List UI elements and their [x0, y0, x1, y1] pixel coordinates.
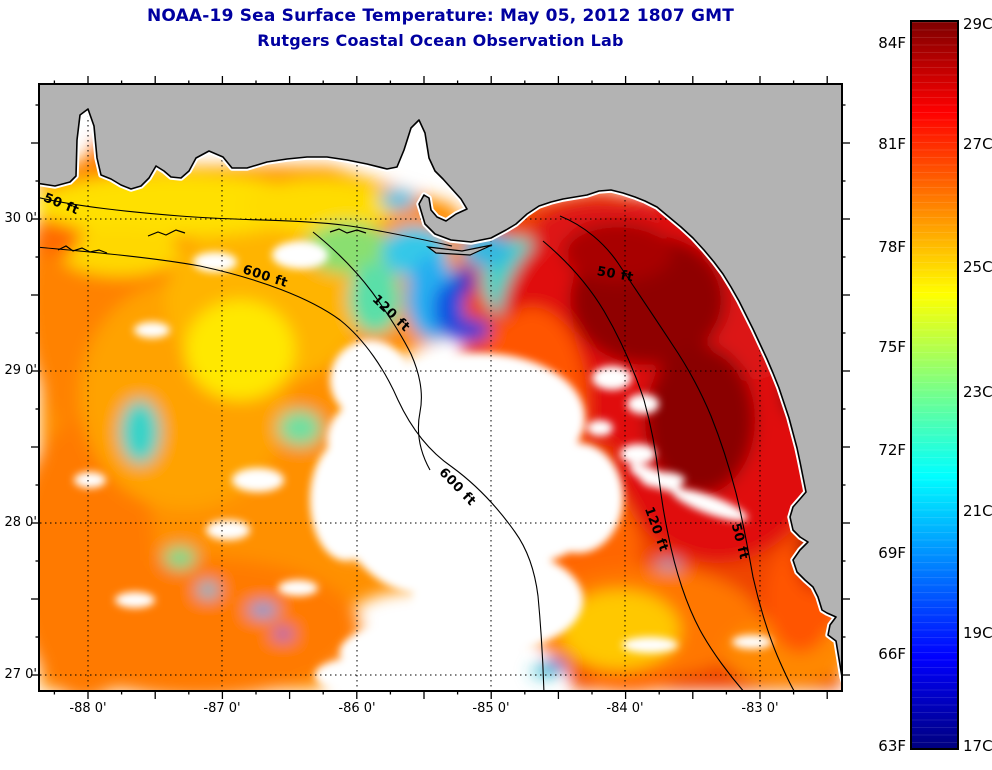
- colorbar-c-label: 25C: [963, 258, 992, 276]
- colorbar-f-label: 72F: [878, 441, 906, 459]
- colorbar-c-label: 21C: [963, 502, 992, 520]
- colorbar-f-label: 78F: [878, 238, 906, 256]
- colorbar-c-label: 17C: [963, 737, 992, 755]
- colorbar-c-label: 27C: [963, 135, 992, 153]
- colorbar-c-label: 23C: [963, 383, 992, 401]
- colorbar-f-label: 66F: [878, 645, 906, 663]
- colorbar-f-label: 63F: [878, 737, 906, 755]
- x-tick-label: -84 0': [606, 701, 644, 716]
- colorbar-f-label: 75F: [878, 338, 906, 356]
- x-tick-label: -85 0': [472, 701, 510, 716]
- y-tick-label: 28 0': [4, 515, 37, 530]
- x-tick-label: -83 0': [741, 701, 779, 716]
- x-tick-label: -87 0': [203, 701, 241, 716]
- colorbar-f-label: 81F: [878, 135, 906, 153]
- colorbar-c-label: 19C: [963, 624, 992, 642]
- y-tick-label: 29 0': [4, 363, 37, 378]
- x-tick-label: -88 0': [69, 701, 107, 716]
- sst-map: [40, 85, 841, 690]
- figure-title: NOAA-19 Sea Surface Temperature: May 05,…: [146, 6, 735, 26]
- colorbar-f-label: 69F: [878, 544, 906, 562]
- y-tick-label: 27 0': [4, 667, 37, 682]
- y-tick-label: 30 0': [4, 211, 37, 226]
- figure-subtitle: Rutgers Coastal Ocean Observation Lab: [257, 31, 624, 50]
- colorbar-f-label: 84F: [878, 34, 906, 52]
- colorbar: [910, 20, 959, 750]
- x-tick-label: -86 0': [338, 701, 376, 716]
- colorbar-c-label: 29C: [963, 15, 992, 33]
